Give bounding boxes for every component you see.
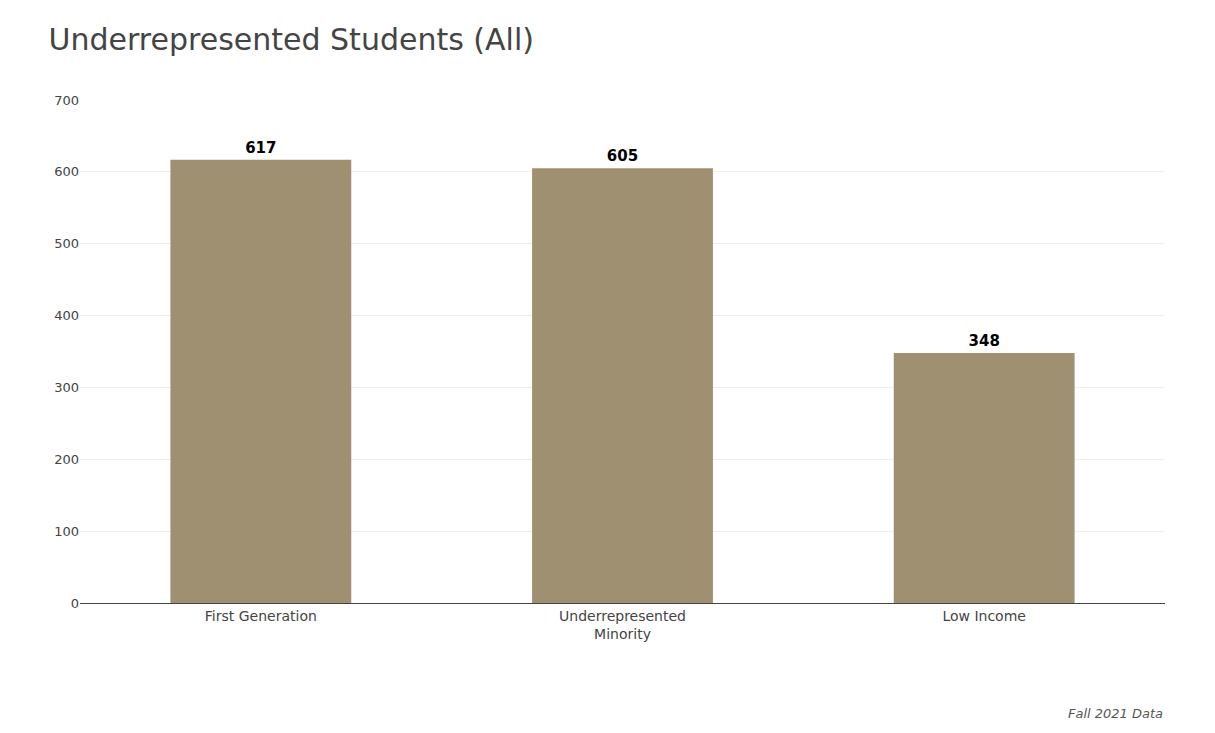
svg-text:348: 348 [969, 332, 1000, 350]
svg-text:617: 617 [245, 139, 276, 157]
svg-text:500: 500 [54, 236, 79, 251]
svg-text:100: 100 [54, 524, 79, 539]
svg-text:700: 700 [54, 93, 79, 108]
svg-text:400: 400 [54, 308, 79, 323]
svg-text:600: 600 [54, 164, 79, 179]
svg-text:Fall 2021 Data: Fall 2021 Data [1068, 706, 1163, 721]
svg-text:605: 605 [607, 147, 638, 165]
svg-text:UnderrepresentedMinority: UnderrepresentedMinority [559, 608, 686, 642]
svg-text:Underrepresented Students (All: Underrepresented Students (All) [49, 22, 534, 57]
svg-text:0: 0 [71, 596, 79, 611]
svg-text:200: 200 [54, 452, 79, 467]
svg-text:300: 300 [54, 380, 79, 395]
svg-text:First Generation: First Generation [205, 608, 317, 624]
svg-text:Low Income: Low Income [942, 608, 1026, 624]
